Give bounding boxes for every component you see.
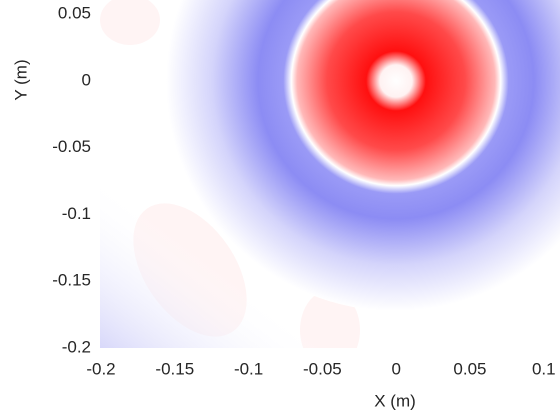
y-tick-label: 0 [82, 70, 91, 89]
x-tick-label: 0.05 [453, 359, 486, 378]
field-image [100, 0, 560, 348]
x-tick-label: -0.15 [155, 359, 194, 378]
y-tick-label: -0.1 [62, 204, 91, 223]
x-tick-label: -0.2 [86, 359, 115, 378]
y-tick-label: -0.2 [62, 337, 91, 356]
x-tick-label: 0 [391, 359, 400, 378]
y-axis-label: Y (m) [11, 59, 30, 100]
x-tick-label: -0.05 [303, 359, 342, 378]
x-tick-label: 0.1 [532, 359, 556, 378]
x-tick-label: -0.1 [234, 359, 263, 378]
y-tick-label: -0.05 [52, 137, 91, 156]
y-tick-label: -0.15 [52, 271, 91, 290]
y-tick-label: 0.05 [58, 4, 91, 23]
x-axis-label: X (m) [374, 391, 416, 410]
